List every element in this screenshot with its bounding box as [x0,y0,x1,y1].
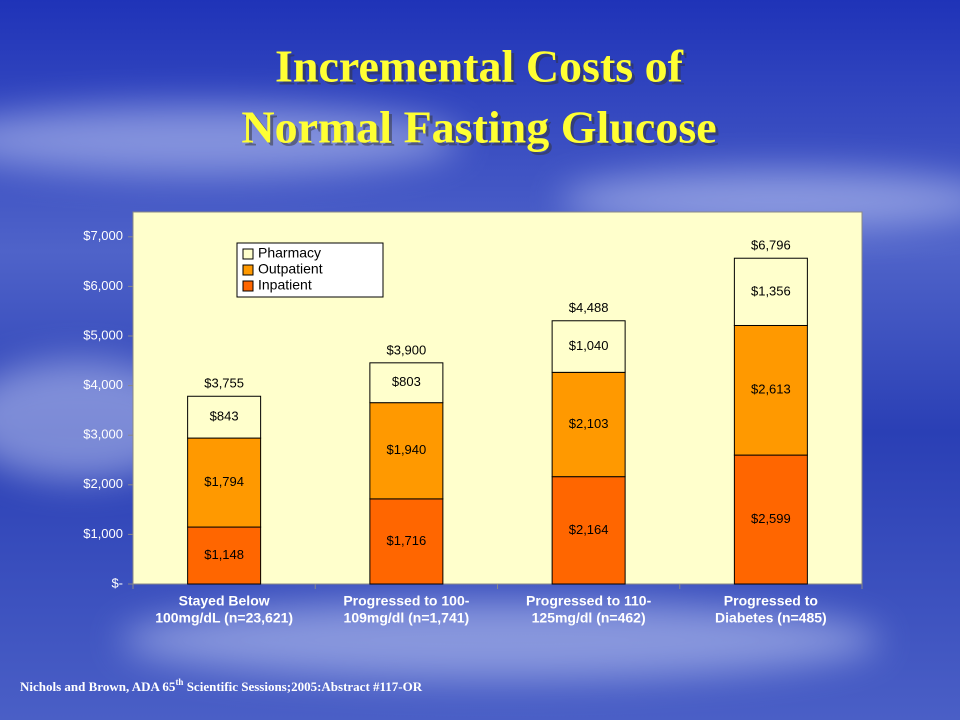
y-tick-label: $- [111,575,123,590]
legend-swatch [242,248,254,260]
x-tick-label: Progressed to 110- [526,593,652,609]
footnote-text: Nichols and Brown, ADA 65 [20,679,176,694]
bar-segment [187,437,262,528]
title-shadow: Incremental Costs of [278,44,687,95]
bar-segment [551,476,626,585]
value-label: $803 [392,374,421,389]
chart-title: Incremental Costs of [275,41,684,92]
value-label: $1,794 [204,474,244,489]
legend-swatch [242,264,254,276]
title-shadow: Normal Fasting Glucose [244,105,719,156]
y-tick-label: $3,000 [83,427,123,442]
x-tick-label: 125mg/dl (n=462) [532,610,646,626]
total-label: $6,796 [751,238,791,253]
y-tick-label: $4,000 [83,377,123,392]
bar-segment [369,402,444,500]
value-label: $843 [210,409,239,424]
legend-label: Pharmacy [258,245,321,261]
bar-segment [733,257,808,326]
y-tick-label: $6,000 [83,278,123,293]
bar-segment [187,395,262,439]
value-label: $1,040 [569,338,609,353]
y-tick-label: $7,000 [83,228,123,243]
x-tick-label: Diabetes (n=485) [715,610,827,626]
legend-label: Outpatient [258,261,323,277]
value-label: $2,613 [751,382,791,397]
footnote-text: Scientific Sessions;2005:Abstract #117-O… [183,679,422,694]
legend-label: Inpatient [258,277,312,293]
bar-segment [733,454,808,585]
total-label: $4,488 [569,300,609,315]
y-tick-label: $1,000 [83,526,123,541]
bar-segment [187,526,262,585]
legend-swatch [242,280,254,292]
bar-segment [369,362,444,404]
y-tick-label: $5,000 [83,327,123,342]
x-tick-label: Progressed to [724,593,818,609]
y-tick-label: $2,000 [83,476,123,491]
total-label: $3,755 [204,376,244,391]
total-label: $3,900 [386,342,426,357]
footnote: Nichols and Brown, ADA 65th Scientific S… [20,677,423,694]
value-label: $1,940 [386,442,426,457]
value-label: $2,599 [751,511,791,526]
value-label: $2,164 [569,522,609,537]
x-tick-label: Stayed Below [179,593,270,609]
legend-box [236,242,384,298]
footnote-sup: th [175,677,183,687]
x-tick-label: 109mg/dl (n=1,741) [344,610,470,626]
x-tick-label: 100mg/dL (n=23,621) [155,610,293,626]
bar-segment [551,320,626,373]
bar-segment [551,371,626,478]
bar-segment [369,498,444,585]
value-label: $1,356 [751,283,791,298]
bar-segment [733,324,808,456]
chart-title: Normal Fasting Glucose [241,102,716,153]
value-label: $2,103 [569,416,609,431]
value-label: $1,148 [204,547,244,562]
value-label: $1,716 [386,533,426,548]
x-tick-label: Progressed to 100- [343,593,469,609]
